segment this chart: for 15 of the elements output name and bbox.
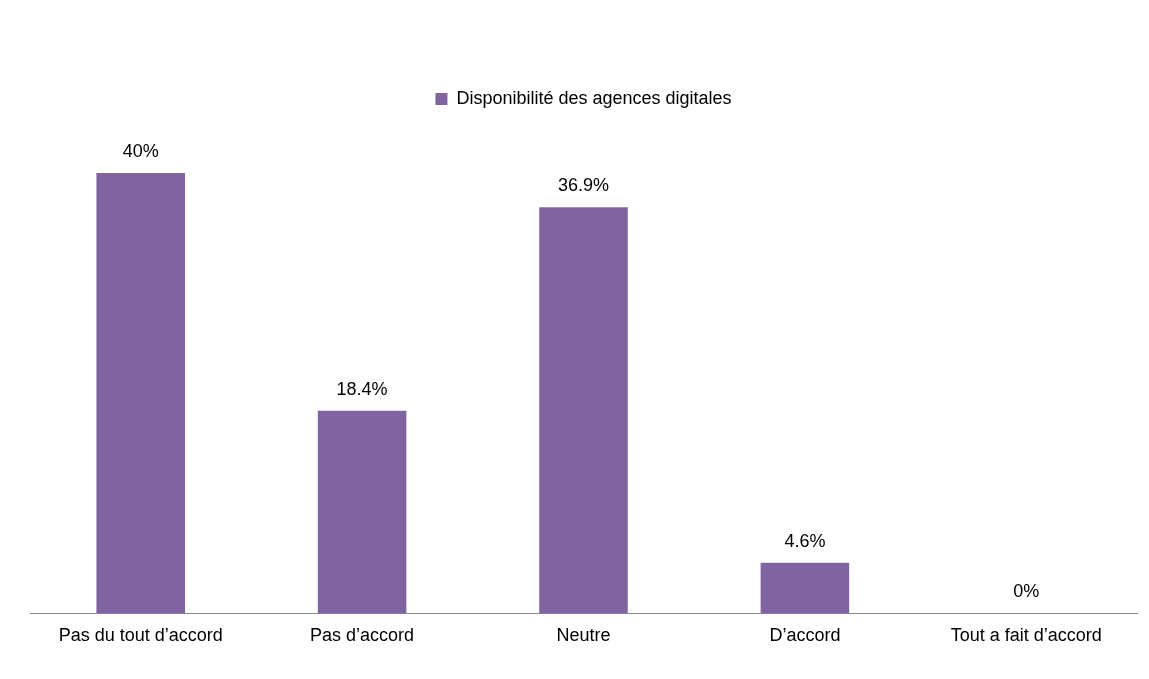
data-label: 4.6% [784, 530, 826, 551]
data-label: 0% [1013, 581, 1040, 602]
bar [317, 410, 407, 614]
legend-label: Disponibilité des agences digitales [456, 87, 732, 108]
x-tick-label: D’accord [769, 625, 841, 646]
x-tick-label: Neutre [556, 625, 611, 646]
bar [760, 562, 850, 614]
x-tick-label: Pas du tout d’accord [58, 625, 223, 646]
data-label: 18.4% [336, 378, 388, 399]
x-tick-label: Tout a fait d’accord [950, 625, 1102, 646]
x-tick-label: Pas d’accord [310, 625, 415, 646]
bar [96, 173, 185, 614]
data-label: 40% [122, 141, 159, 162]
bar [539, 207, 628, 614]
data-label: 36.9% [557, 175, 610, 196]
